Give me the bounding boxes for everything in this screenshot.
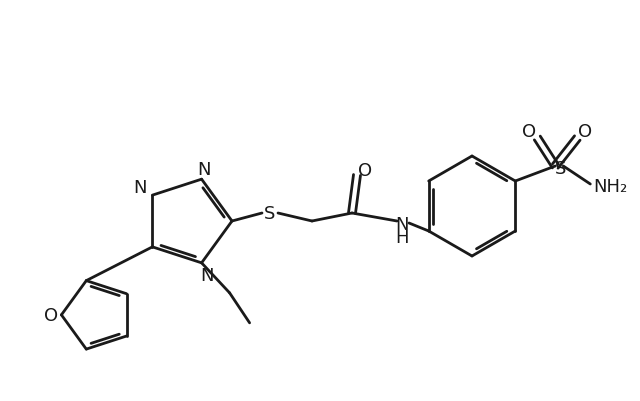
Text: NH₂: NH₂ <box>593 178 627 196</box>
Text: O: O <box>578 123 593 141</box>
Text: S: S <box>264 205 276 223</box>
Text: N: N <box>396 215 409 233</box>
Text: H: H <box>396 229 409 246</box>
Text: O: O <box>358 162 372 180</box>
Text: N: N <box>197 161 211 179</box>
Text: N: N <box>134 179 147 196</box>
Text: N: N <box>200 266 213 284</box>
Text: O: O <box>522 123 536 141</box>
Text: S: S <box>555 160 566 178</box>
Text: O: O <box>44 306 58 324</box>
